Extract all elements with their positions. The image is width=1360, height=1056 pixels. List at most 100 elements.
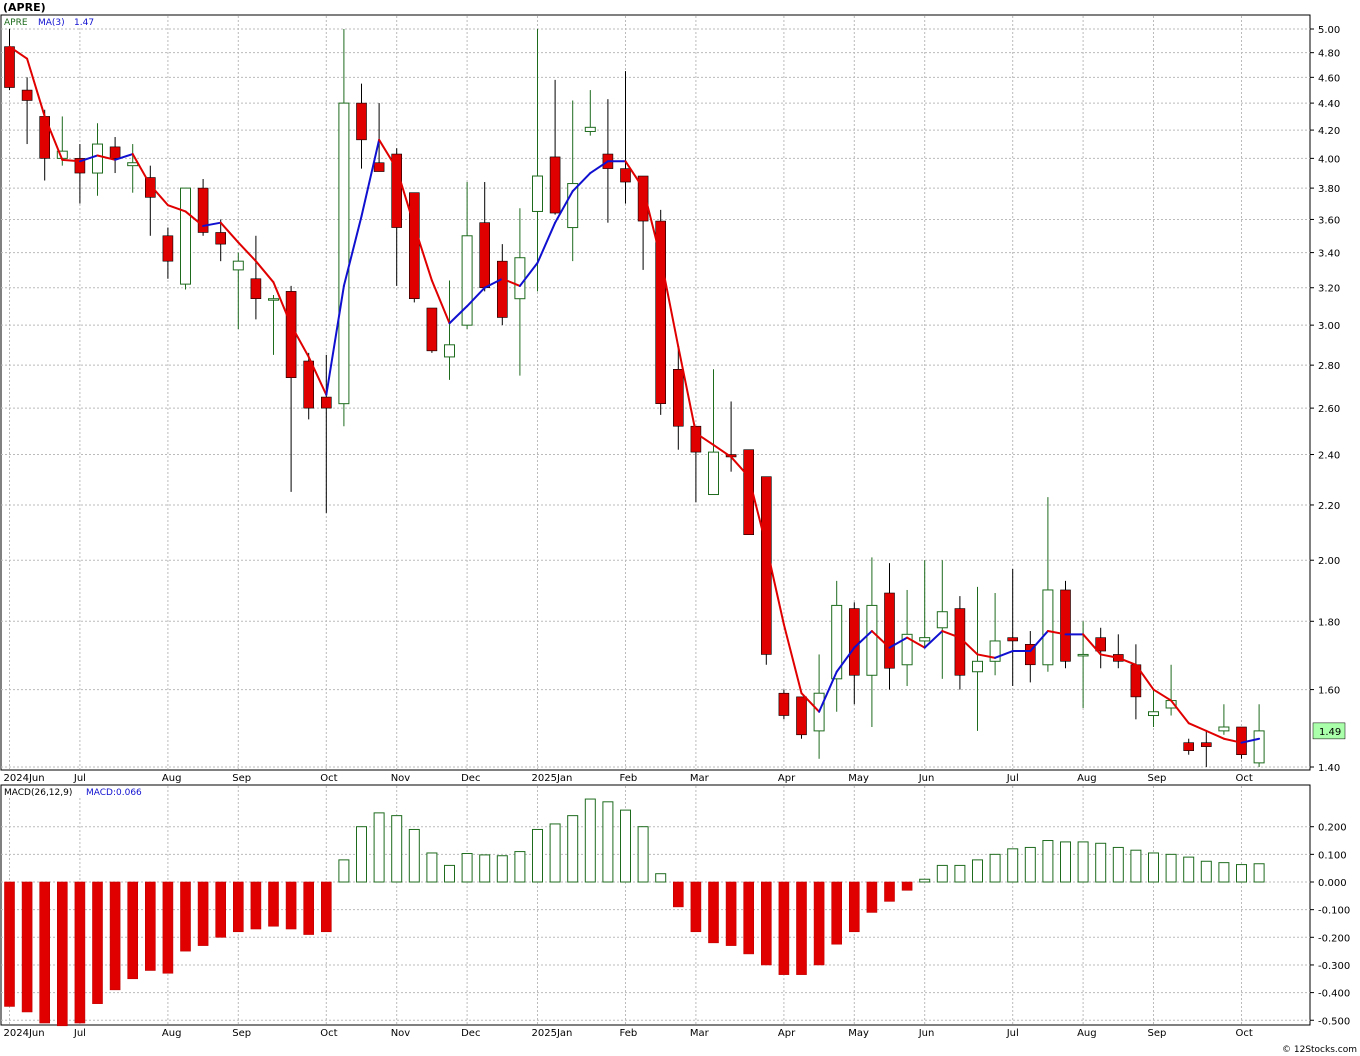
- macd-bar-negative: [215, 881, 226, 938]
- candle-body-down: [672, 369, 684, 427]
- ma-segment: [518, 261, 539, 287]
- ma-segment: [765, 544, 785, 626]
- macd-x-label: Dec: [461, 1028, 480, 1039]
- macd-bar-positive: [1095, 842, 1107, 883]
- ma-segment: [994, 650, 1014, 659]
- candle: [532, 29, 543, 292]
- candle-body-up: [1148, 711, 1159, 717]
- candle-body-up: [532, 175, 543, 212]
- candle: [1253, 704, 1265, 767]
- candle-body-down: [320, 396, 332, 409]
- macd-bar-positive: [373, 812, 385, 883]
- ma-segment: [1222, 737, 1243, 744]
- candle: [74, 144, 86, 204]
- macd-tick-label: -0.200: [1318, 933, 1350, 944]
- candle-body-down: [356, 102, 367, 141]
- price-tick-label: 5.00: [1318, 25, 1340, 36]
- candle-body-down: [1060, 589, 1071, 662]
- ma-segment: [642, 187, 662, 259]
- macd-tick-label: -0.400: [1318, 989, 1350, 1000]
- candle: [690, 425, 702, 503]
- macd-bar-positive: [1165, 853, 1177, 883]
- macd-bar-negative: [39, 881, 51, 1024]
- macd-panel: [0, 784, 1311, 1026]
- macd-x-label: Oct: [320, 1028, 337, 1039]
- candle-body-down: [549, 156, 561, 214]
- candle: [232, 252, 244, 330]
- macd-x-label: Nov: [391, 1028, 411, 1039]
- ma-segment: [184, 210, 205, 227]
- ma-segment: [237, 241, 257, 263]
- price-tick-label: 2.60: [1318, 404, 1340, 415]
- price-candles: [4, 29, 1265, 767]
- macd-bar-negative: [778, 881, 790, 975]
- candle: [373, 103, 385, 172]
- ma-segment: [1046, 630, 1067, 636]
- macd-bar-positive: [1236, 864, 1247, 883]
- candle: [338, 29, 350, 427]
- candle-body-down: [778, 692, 790, 716]
- candle-body-down: [303, 360, 315, 409]
- price-tick-label: 4.80: [1318, 49, 1340, 60]
- ma-segment: [730, 455, 750, 478]
- macd-bar-negative: [127, 881, 138, 980]
- ma-segment: [906, 636, 926, 649]
- ma-segment: [554, 190, 574, 224]
- macd-legend-label: MACD(26,12,9): [4, 788, 72, 798]
- macd-bar-negative: [4, 881, 15, 1007]
- price-x-label: Nov: [391, 773, 411, 784]
- macd-bar-negative: [268, 881, 279, 927]
- candle-body-up: [180, 187, 191, 285]
- ma-segment: [1117, 656, 1137, 666]
- candle: [109, 137, 121, 174]
- ma-segment: [694, 432, 715, 446]
- price-y-axis: 5.00 4.80 4.60 4.40 4.20 4.00 3.80 3.60 3.40 3.20…: [1310, 25, 1340, 774]
- candle-body-down: [479, 222, 491, 289]
- macd-bar-negative: [708, 881, 719, 944]
- candle: [320, 354, 332, 513]
- ma-segment: [325, 284, 345, 396]
- ma-segment: [818, 670, 838, 713]
- candle-body-down: [250, 278, 262, 300]
- price-x-label: Jul: [1006, 773, 1019, 784]
- macd-bar-positive: [479, 854, 491, 883]
- candle-body-down: [21, 89, 33, 101]
- price-x-label: Feb: [620, 773, 638, 784]
- candle: [426, 307, 438, 353]
- ma-segment: [290, 324, 310, 358]
- price-tick-label: 3.00: [1318, 321, 1340, 332]
- candle-body-up: [514, 257, 526, 300]
- ma-segment: [43, 115, 64, 161]
- macd-bar-positive: [1060, 841, 1071, 883]
- candle-body-up: [338, 102, 350, 405]
- ma-segment: [149, 184, 169, 207]
- price-grid: [1, 16, 1310, 769]
- price-x-label: Sep: [232, 773, 251, 784]
- macd-bar-negative: [303, 881, 315, 935]
- candle: [831, 580, 843, 712]
- macd-bar-positive: [461, 853, 473, 883]
- candle-body-up: [268, 298, 279, 301]
- candle: [1007, 568, 1019, 686]
- candle-body-down: [637, 175, 649, 222]
- macd-bar-positive: [391, 815, 403, 883]
- macd-tick-label: 0.000: [1318, 878, 1347, 889]
- ma-segment: [941, 630, 961, 639]
- ma-segment: [677, 345, 697, 435]
- macd-bar-positive: [1148, 852, 1159, 883]
- candle: [408, 192, 420, 303]
- candle-body-down: [1183, 742, 1194, 751]
- macd-bar-negative: [92, 881, 103, 1004]
- candle: [778, 689, 790, 720]
- ma-segment: [536, 221, 557, 264]
- candle-body-up: [127, 162, 139, 167]
- macd-bar-positive: [954, 864, 966, 883]
- macd-bar-negative: [320, 881, 332, 933]
- macd-bars: [4, 798, 1265, 1027]
- ma-segment: [835, 646, 856, 673]
- candle: [1095, 627, 1106, 669]
- candle-body-up: [866, 604, 878, 676]
- price-legend: APRE MA(3) 1.47: [2, 16, 98, 28]
- candle-body-down: [884, 592, 895, 669]
